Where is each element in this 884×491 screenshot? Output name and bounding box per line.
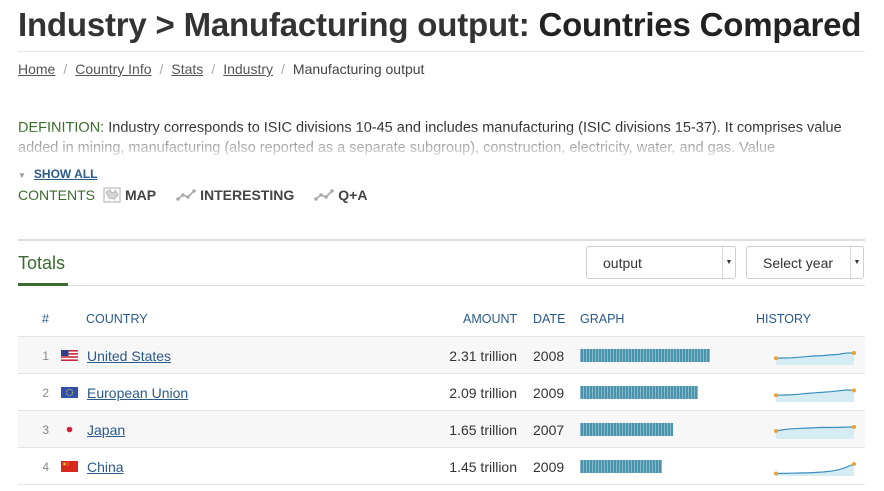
- contents-qa[interactable]: Q+A: [314, 187, 367, 203]
- sparkline-area: [776, 427, 854, 439]
- sparkline-end-dot: [852, 425, 856, 429]
- title-prefix: Industry > Manufacturing output:: [18, 6, 539, 43]
- history-sparkline: [774, 388, 856, 402]
- sparkline-line: [775, 463, 855, 475]
- map-icon: [103, 187, 121, 203]
- breadcrumb-separator: /: [211, 61, 216, 77]
- contents-map-label: MAP: [125, 187, 157, 203]
- sparkline-line: [775, 389, 855, 396]
- sparkline-line: [775, 352, 855, 359]
- sparkline-end-dot: [852, 388, 856, 393]
- totals-divider: [18, 285, 865, 286]
- table-bottom-divider: [18, 484, 865, 485]
- row-rank: 4: [42, 459, 49, 474]
- table-row: 2 European Union 2.09 trillion 2009: [18, 373, 865, 410]
- table-row: 1 United States 2.31 trillion 2008: [18, 336, 865, 373]
- graph-bar: [580, 386, 698, 399]
- measure-select[interactable]: output ▼: [586, 246, 736, 279]
- history-sparkline: [774, 351, 856, 365]
- contents-label: CONTENTS: [18, 187, 95, 203]
- header-date[interactable]: DATE: [533, 312, 566, 326]
- sparkline-start-dot: [774, 429, 778, 433]
- title-bold: Countries Compared: [538, 6, 862, 43]
- contents-qa-label: Q+A: [338, 187, 368, 203]
- graph-bar: [580, 423, 673, 436]
- definition-fade: [0, 130, 884, 160]
- row-amount: 1.45 trillion: [449, 458, 517, 475]
- year-select-value: Select year: [763, 254, 834, 271]
- row-amount: 1.65 trillion: [449, 421, 517, 438]
- header-history: HISTORY: [756, 312, 812, 326]
- china-flag-icon: [61, 448, 78, 485]
- graph-bar: [580, 460, 662, 473]
- eu-flag-icon: [61, 374, 78, 411]
- history-sparkline: [774, 462, 856, 476]
- show-all-toggle[interactable]: ▼ SHOW ALL: [18, 167, 97, 181]
- row-date: 2009: [533, 458, 565, 475]
- sparkline-area: [776, 464, 854, 476]
- country-link[interactable]: European Union: [87, 384, 189, 401]
- measure-select-value: output: [603, 254, 642, 271]
- title-divider: [18, 51, 865, 52]
- chevron-down-icon: ▼: [722, 247, 735, 278]
- row-rank: 3: [42, 422, 49, 437]
- header-rank[interactable]: #: [42, 312, 49, 326]
- breadcrumb-separator: /: [281, 61, 285, 77]
- section-divider: [18, 239, 865, 241]
- show-all-link[interactable]: SHOW ALL: [33, 167, 98, 181]
- row-rank: 2: [42, 385, 49, 400]
- row-date: 2007: [533, 421, 565, 438]
- header-graph: GRAPH: [580, 312, 625, 326]
- header-country[interactable]: COUNTRY: [86, 312, 148, 326]
- totals-heading: Totals: [18, 253, 66, 273]
- contents-interesting-label: INTERESTING: [200, 187, 295, 203]
- row-rank: 1: [42, 348, 49, 363]
- graph-bar: [580, 349, 710, 362]
- breadcrumb-industry[interactable]: Industry: [223, 61, 274, 77]
- contents-interesting[interactable]: INTERESTING: [176, 187, 294, 203]
- breadcrumb-separator: /: [63, 61, 68, 77]
- sparkline-end-dot: [852, 462, 856, 466]
- country-link[interactable]: China: [87, 458, 124, 475]
- breadcrumb: Home / Country Info / Stats / Industry / Manufac…: [18, 61, 424, 77]
- contents-map[interactable]: MAP: [103, 186, 156, 204]
- page-title: Industry > Manufacturing output: Countri…: [18, 6, 861, 44]
- table-row: 3 Japan 1.65 trillion 2007: [18, 410, 865, 447]
- history-sparkline: [774, 425, 856, 439]
- year-select[interactable]: Select year ▼: [746, 246, 864, 279]
- breadcrumb-home[interactable]: Home: [18, 61, 56, 77]
- sparkline-area: [776, 390, 854, 402]
- breadcrumb-stats[interactable]: Stats: [171, 61, 204, 77]
- row-date: 2008: [533, 347, 565, 364]
- breadcrumb-separator: /: [159, 61, 164, 77]
- trend-icon: [314, 189, 335, 201]
- row-amount: 2.31 trillion: [449, 347, 517, 364]
- totals-underline: [18, 283, 68, 286]
- chevron-down-icon: ▼: [850, 247, 863, 278]
- sparkline-start-dot: [774, 471, 778, 476]
- us-flag-icon: [61, 337, 78, 374]
- sparkline-line: [775, 426, 855, 432]
- country-link[interactable]: Japan: [87, 421, 126, 438]
- trend-icon: [176, 189, 196, 201]
- sparkline-end-dot: [852, 351, 856, 355]
- sparkline-start-dot: [774, 393, 778, 398]
- japan-flag-icon: [61, 411, 78, 448]
- table-row: 4 China 1.45 trillion 2009: [18, 447, 865, 484]
- breadcrumb-current: Manufacturing output: [292, 61, 425, 77]
- row-date: 2009: [533, 384, 565, 401]
- country-link[interactable]: United States: [87, 347, 172, 364]
- breadcrumb-country-info[interactable]: Country Info: [75, 61, 152, 77]
- sparkline-area: [776, 353, 854, 365]
- header-amount[interactable]: AMOUNT: [463, 312, 518, 326]
- contents-nav: CONTENTS MAP INTERESTING Q+A: [18, 185, 387, 205]
- row-amount: 2.09 trillion: [449, 384, 517, 401]
- caret-down-icon: ▼: [18, 171, 26, 180]
- sparkline-start-dot: [774, 356, 778, 361]
